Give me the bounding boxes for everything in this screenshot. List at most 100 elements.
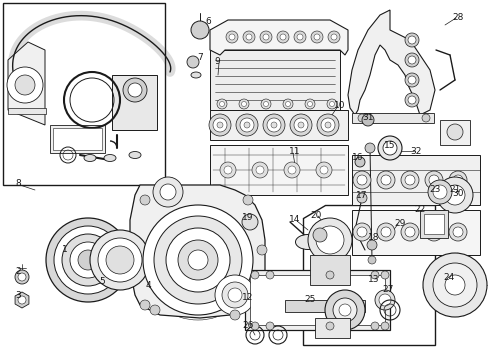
Circle shape <box>222 282 247 308</box>
Circle shape <box>142 205 252 315</box>
Circle shape <box>404 175 414 185</box>
Circle shape <box>427 180 451 204</box>
Circle shape <box>15 270 29 284</box>
Circle shape <box>356 193 366 203</box>
Circle shape <box>293 118 307 132</box>
Circle shape <box>251 162 267 178</box>
Bar <box>50 125 105 153</box>
Ellipse shape <box>191 72 201 78</box>
Text: 18: 18 <box>367 234 379 243</box>
Circle shape <box>153 177 183 207</box>
Circle shape <box>404 33 418 47</box>
Circle shape <box>380 271 388 279</box>
Circle shape <box>217 99 226 109</box>
Circle shape <box>452 175 462 185</box>
Circle shape <box>276 31 288 43</box>
Bar <box>419 210 447 238</box>
Circle shape <box>356 227 366 237</box>
Circle shape <box>325 290 364 330</box>
Circle shape <box>78 250 98 270</box>
Bar <box>351 113 433 123</box>
Circle shape <box>244 122 249 128</box>
Circle shape <box>310 31 323 43</box>
Circle shape <box>187 250 207 270</box>
Circle shape <box>370 322 378 330</box>
Text: 31: 31 <box>362 112 373 122</box>
Circle shape <box>250 322 259 330</box>
Circle shape <box>407 96 415 104</box>
Circle shape <box>444 185 464 205</box>
Circle shape <box>7 67 43 103</box>
Circle shape <box>140 195 150 205</box>
Text: 9: 9 <box>214 58 220 67</box>
Circle shape <box>284 162 299 178</box>
Text: 5: 5 <box>99 278 104 287</box>
Circle shape <box>283 99 292 109</box>
Circle shape <box>448 171 466 189</box>
Polygon shape <box>209 20 347 55</box>
Circle shape <box>150 305 160 315</box>
Bar <box>53 128 102 150</box>
Bar <box>423 214 443 234</box>
Text: 26: 26 <box>242 320 253 329</box>
Ellipse shape <box>295 234 320 249</box>
Circle shape <box>428 227 438 237</box>
Bar <box>285 300 364 312</box>
Circle shape <box>315 162 331 178</box>
Circle shape <box>260 31 271 43</box>
Bar <box>3 3 164 185</box>
Circle shape <box>329 102 334 107</box>
Text: 8: 8 <box>15 180 21 189</box>
Circle shape <box>242 214 258 230</box>
Circle shape <box>296 34 303 40</box>
Text: 13: 13 <box>367 275 379 284</box>
Polygon shape <box>209 110 347 140</box>
Circle shape <box>325 122 330 128</box>
Circle shape <box>446 124 462 140</box>
Text: 6: 6 <box>204 18 210 27</box>
Circle shape <box>380 227 390 237</box>
Polygon shape <box>209 145 347 195</box>
Circle shape <box>432 185 446 199</box>
Text: 7: 7 <box>197 54 203 63</box>
Bar <box>112 75 157 130</box>
Circle shape <box>287 166 295 174</box>
Polygon shape <box>347 10 434 115</box>
Circle shape <box>217 122 223 128</box>
Polygon shape <box>351 155 479 205</box>
Polygon shape <box>351 210 479 255</box>
Polygon shape <box>8 42 45 125</box>
Circle shape <box>154 216 242 304</box>
Circle shape <box>123 78 147 102</box>
Circle shape <box>18 273 26 281</box>
Circle shape <box>215 275 254 315</box>
Circle shape <box>325 271 333 279</box>
Ellipse shape <box>129 152 141 158</box>
Circle shape <box>354 157 364 167</box>
Circle shape <box>407 76 415 84</box>
Circle shape <box>305 99 314 109</box>
Polygon shape <box>209 50 339 110</box>
Circle shape <box>208 114 230 136</box>
Circle shape <box>316 114 338 136</box>
Text: 22: 22 <box>413 206 425 215</box>
Circle shape <box>428 175 438 185</box>
Circle shape <box>265 271 273 279</box>
Circle shape <box>46 218 130 302</box>
Circle shape <box>376 223 394 241</box>
Circle shape <box>220 162 236 178</box>
Circle shape <box>436 177 472 213</box>
Text: 11: 11 <box>289 148 300 157</box>
Circle shape <box>338 304 350 316</box>
Circle shape <box>18 296 26 304</box>
Circle shape <box>424 223 442 241</box>
Circle shape <box>243 195 252 205</box>
Circle shape <box>332 298 356 322</box>
Text: 1: 1 <box>62 246 68 255</box>
Circle shape <box>160 184 176 200</box>
Circle shape <box>257 245 266 255</box>
Circle shape <box>263 114 285 136</box>
Circle shape <box>293 31 305 43</box>
Circle shape <box>191 21 208 39</box>
Circle shape <box>313 34 319 40</box>
